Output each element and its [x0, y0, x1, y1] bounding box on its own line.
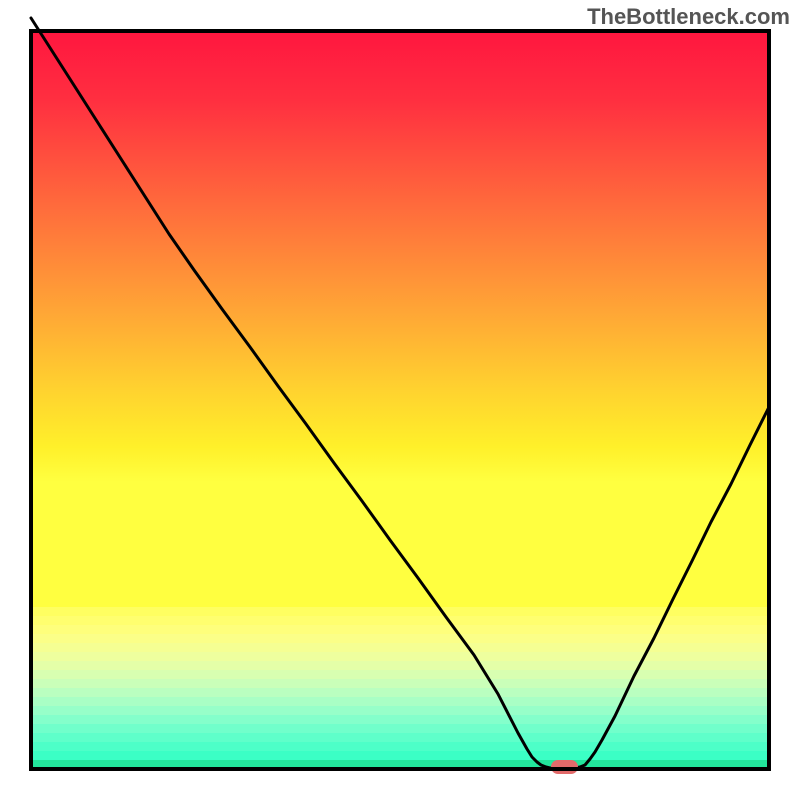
bottleneck-chart — [0, 0, 800, 800]
gradient-fill — [31, 31, 769, 609]
watermark-text: TheBottleneck.com — [587, 4, 790, 30]
plot-background — [31, 31, 769, 770]
chart-container: TheBottleneck.com — [0, 0, 800, 800]
